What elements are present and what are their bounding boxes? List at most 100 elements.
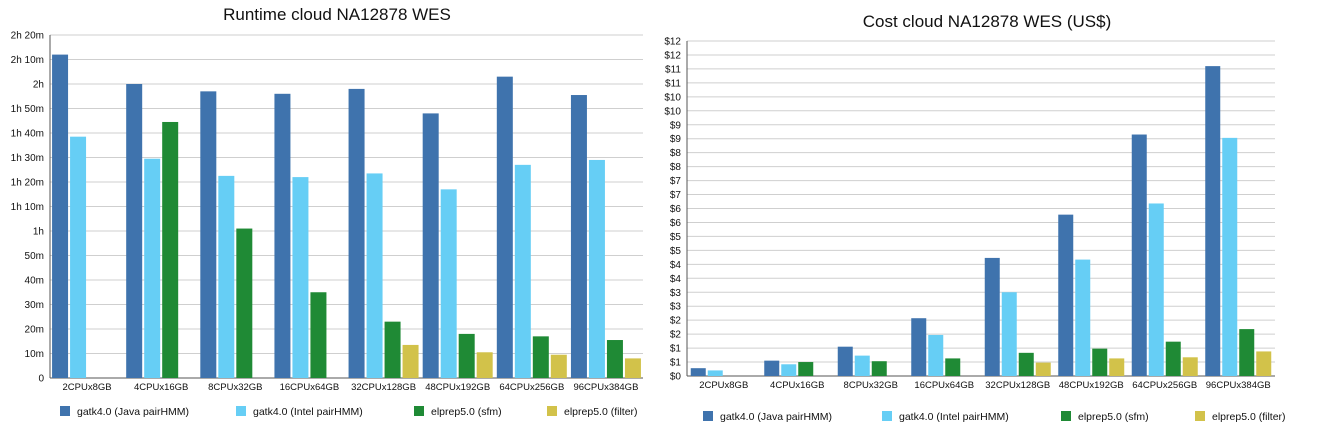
legend-label: elprep5.0 (filter)	[1212, 411, 1286, 423]
x-tick-label: 2CPUx8GB	[699, 380, 748, 391]
bar	[236, 228, 253, 378]
y-tick-label: $4	[670, 274, 682, 285]
legend-label: gatk4.0 (Java pairHMM)	[77, 406, 189, 418]
bar	[984, 257, 1000, 376]
bar	[292, 177, 309, 378]
bar	[1092, 348, 1108, 376]
y-tick-label: $4	[670, 260, 682, 271]
y-tick-label: 20m	[25, 325, 44, 336]
x-tick-label: 8CPUx32GB	[208, 382, 262, 393]
bar	[1131, 134, 1147, 376]
bar	[606, 340, 623, 378]
x-tick-label: 32CPUx128GB	[985, 380, 1050, 391]
y-tick-label: 2h	[33, 80, 44, 91]
bar	[458, 333, 475, 378]
bar	[764, 360, 780, 376]
y-tick-label: $5	[670, 246, 682, 257]
x-tick-label: 2CPUx8GB	[63, 382, 112, 393]
bar	[70, 136, 87, 378]
bar	[1075, 259, 1091, 376]
y-tick-label: $9	[670, 120, 682, 131]
bar	[1256, 351, 1272, 376]
y-tick-label: $1	[670, 344, 682, 355]
legend-swatch	[1195, 411, 1205, 421]
bar	[1001, 292, 1017, 376]
legend-swatch	[236, 406, 246, 416]
y-tick-label: $0	[670, 372, 682, 383]
bar	[440, 189, 457, 378]
legend-label: elprep5.0 (filter)	[564, 406, 638, 418]
bar	[1222, 137, 1238, 376]
y-tick-label: $12	[664, 50, 681, 61]
bar	[366, 173, 383, 378]
y-tick-label: 2h 10m	[11, 55, 44, 66]
x-tick-label: 8CPUx32GB	[844, 380, 898, 391]
bar	[218, 175, 235, 378]
bar	[348, 88, 365, 379]
bar	[588, 159, 605, 378]
y-tick-label: 1h 50m	[11, 104, 44, 115]
y-tick-label: $5	[670, 232, 682, 243]
bar	[126, 84, 143, 378]
y-tick-label: 1h	[33, 227, 44, 238]
cost-chart: Cost cloud NA12878 WES (US$) $0 $1 $1 $2 $2 $…	[664, 12, 1286, 423]
y-tick-label: $7	[670, 176, 682, 187]
bar	[200, 91, 217, 378]
bar	[624, 358, 641, 378]
bar	[1205, 66, 1221, 376]
bar	[871, 361, 887, 376]
bar	[402, 344, 419, 378]
y-tick-label: 50m	[25, 251, 44, 262]
y-tick-label: $11	[665, 64, 681, 75]
bar	[1239, 329, 1255, 376]
bar	[476, 352, 493, 378]
y-tick-label: 1h 40m	[11, 129, 44, 140]
bar	[532, 336, 549, 378]
y-tick-label: 40m	[25, 276, 44, 287]
bar	[854, 355, 870, 376]
y-tick-label: $7	[670, 190, 682, 201]
y-tick-label: $3	[670, 302, 682, 313]
bar	[781, 364, 797, 376]
bar	[570, 95, 587, 379]
y-tick-label: $8	[670, 148, 682, 159]
x-tick-label: 4CPUx16GB	[770, 380, 824, 391]
y-tick-label: $10	[664, 106, 681, 117]
bar	[1109, 358, 1125, 376]
bar	[514, 164, 531, 378]
bar	[144, 158, 161, 378]
legend-label: elprep5.0 (sfm)	[1078, 411, 1149, 423]
legend-swatch	[60, 406, 70, 416]
legend-swatch	[703, 411, 713, 421]
cost-chart-title: Cost cloud NA12878 WES (US$)	[863, 12, 1112, 31]
legend-swatch	[414, 406, 424, 416]
y-tick-label: $12	[664, 37, 681, 48]
bar	[1148, 203, 1164, 376]
y-tick-label: 0	[38, 374, 44, 385]
legend-label: gatk4.0 (Intel pairHMM)	[253, 406, 363, 418]
x-tick-label: 16CPUx64GB	[914, 380, 974, 391]
bar	[690, 368, 706, 376]
y-tick-label: 1h 30m	[11, 153, 44, 164]
x-tick-label: 4CPUx16GB	[134, 382, 188, 393]
bar	[1035, 362, 1051, 376]
bar	[1165, 341, 1181, 376]
y-tick-label: $2	[670, 330, 682, 341]
x-tick-label: 16CPUx64GB	[280, 382, 340, 393]
y-tick-label: $1	[670, 358, 682, 369]
x-tick-label: 48CPUx192GB	[425, 382, 490, 393]
legend-swatch	[547, 406, 557, 416]
legend-label: gatk4.0 (Intel pairHMM)	[899, 411, 1009, 423]
y-tick-label: $8	[670, 162, 682, 173]
y-tick-label: $9	[670, 134, 682, 145]
bar	[707, 370, 723, 376]
y-tick-label: 10m	[25, 349, 44, 360]
legend-swatch	[1061, 411, 1071, 421]
y-tick-label: $6	[670, 204, 682, 215]
bar	[496, 76, 513, 379]
bar	[550, 354, 567, 378]
y-tick-label: $10	[664, 92, 681, 103]
y-tick-label: 1h 20m	[11, 178, 44, 189]
y-tick-label: $2	[670, 316, 682, 327]
